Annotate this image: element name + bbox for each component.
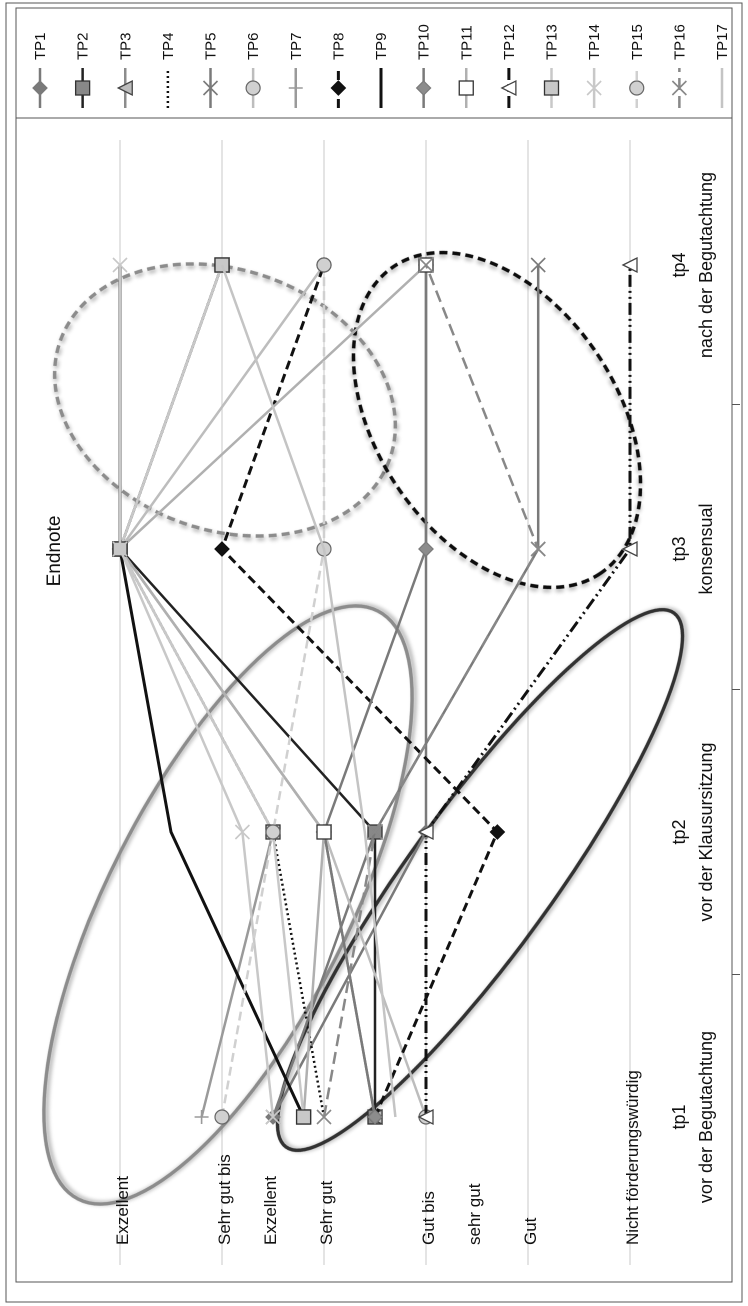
y-tick-label: Gut bis — [419, 1191, 438, 1245]
legend-item-tp8: TP8 — [330, 32, 347, 108]
series-line — [120, 265, 304, 1117]
legend-label: TP5 — [203, 32, 220, 60]
x-category-label: tp2 — [669, 819, 689, 844]
y-tick-label: Sehr gut — [317, 1180, 336, 1245]
x-category-labels: tp1 vor der Begutachtung tp2 vor der Klausu… — [669, 172, 716, 1203]
series-tp16 — [317, 258, 545, 1124]
legend-marker — [459, 81, 473, 95]
legend-label: TP6 — [245, 32, 262, 60]
legend-marker — [76, 81, 90, 95]
data-point — [215, 1110, 229, 1124]
legend-marker — [246, 81, 260, 95]
legend-label: TP4 — [160, 32, 177, 60]
legend-label: TP13 — [544, 24, 561, 60]
series-tp5 — [266, 258, 545, 1124]
axis-ticks — [732, 405, 740, 975]
legend-marker — [331, 81, 345, 95]
y-tick-label: Sehr gut bis — [215, 1154, 234, 1245]
legend-marker — [417, 81, 431, 95]
legend-label: TP2 — [75, 32, 92, 60]
legend-label: TP10 — [416, 24, 433, 60]
legend-item-tp6: TP6 — [245, 32, 262, 108]
x-category-label: tp1 — [669, 1104, 689, 1129]
legend-item-tp10: TP10 — [416, 24, 433, 108]
legend-label: TP8 — [330, 32, 347, 60]
legend-item-tp1: TP1 — [32, 32, 49, 108]
x-category-sublabel: nach der Begutachtung — [696, 172, 716, 358]
legend-marker — [33, 81, 47, 95]
chart-title: Endnote — [44, 516, 65, 587]
ellipse-group-low — [228, 571, 732, 1190]
legend-item-tp17: TP17 — [714, 24, 731, 108]
legend-item-tp4: TP4 — [160, 32, 177, 108]
legend-label: TP9 — [373, 32, 390, 60]
legend-marker — [545, 81, 559, 95]
data-point — [266, 825, 280, 839]
legend-item-tp12: TP12 — [501, 24, 518, 108]
x-category-label: tp3 — [669, 536, 689, 561]
legend-item-tp15: TP15 — [629, 24, 646, 108]
legend-label: TP7 — [288, 32, 305, 60]
series-line — [222, 265, 324, 1117]
legend-label: TP16 — [671, 24, 688, 60]
series-layer — [113, 258, 637, 1124]
series-line — [120, 265, 375, 1117]
data-point — [490, 825, 504, 839]
legend-label: TP11 — [458, 25, 475, 60]
legend-marker — [289, 81, 303, 95]
series-tp8 — [215, 258, 504, 1124]
series-tp11 — [113, 258, 433, 1124]
series-tp9 — [120, 265, 304, 1117]
legend-label: TP1 — [32, 32, 49, 60]
legend-item-tp2: TP2 — [75, 32, 92, 108]
legend-label: TP15 — [629, 24, 646, 60]
legend-item-tp7: TP7 — [288, 32, 305, 108]
legend-label: TP12 — [501, 24, 518, 60]
data-point — [297, 1110, 311, 1124]
legend-item-tp14: TP14 — [586, 24, 603, 108]
data-point — [317, 258, 331, 272]
data-point — [419, 542, 433, 556]
legend-label: TP14 — [586, 24, 603, 60]
series-line — [120, 265, 304, 1117]
y-tick-label: Gut — [521, 1217, 540, 1245]
legend-label: TP17 — [714, 24, 731, 60]
legend-item-tp11: TP11 — [458, 25, 475, 108]
data-point — [215, 542, 229, 556]
legend-marker — [630, 81, 644, 95]
legend-item-tp9: TP9 — [373, 32, 390, 108]
ellipse-group-tp3-tp4-low — [294, 200, 700, 641]
legend-item-tp13: TP13 — [544, 24, 561, 108]
x-category-sublabel: konsensual — [696, 503, 716, 594]
y-tick-label: Nicht förderungswürdig — [623, 1070, 642, 1245]
legend-item-tp5: TP5 — [203, 32, 220, 108]
x-category-label: tp4 — [669, 252, 689, 277]
y-tick-label: Exzellent — [113, 1176, 132, 1245]
series-tp6 — [113, 258, 433, 1124]
x-category-sublabel: vor der Begutachtung — [696, 1031, 716, 1203]
legend-label: TP3 — [117, 32, 134, 60]
y-tick-label: Exzellent — [261, 1176, 280, 1245]
legend: TP1 TP2 TP3 TP4 TP5 TP6 TP7 TP8 TP9 TP10 TP11 TP12 T… — [32, 24, 731, 108]
data-point — [317, 825, 331, 839]
series-line — [120, 265, 426, 1117]
ellipse-group-tp1-tp2 — [0, 556, 485, 1253]
x-category-sublabel: vor der Klausursitzung — [696, 742, 716, 921]
y-tick-label: sehr gut — [465, 1183, 484, 1245]
data-point — [195, 1110, 209, 1124]
legend-marker — [502, 81, 516, 95]
series-line — [273, 265, 426, 1117]
legend-item-tp16: TP16 — [671, 24, 688, 108]
legend-item-tp3: TP3 — [117, 32, 134, 108]
